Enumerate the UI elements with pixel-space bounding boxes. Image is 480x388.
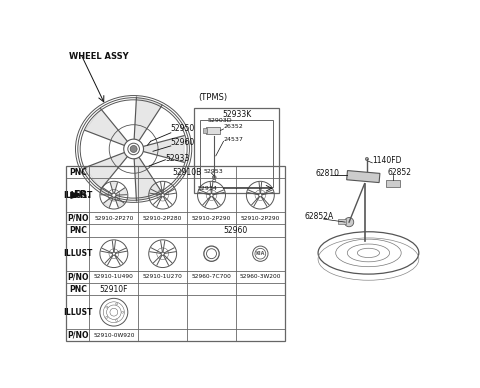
Text: 52910-1U270: 52910-1U270 xyxy=(143,274,182,279)
Bar xyxy=(347,171,380,183)
Text: PNC: PNC xyxy=(69,226,87,235)
Text: 52953: 52953 xyxy=(204,169,223,174)
Text: FR.: FR. xyxy=(73,190,91,200)
Bar xyxy=(203,128,207,133)
Polygon shape xyxy=(115,197,124,207)
Text: 52933K: 52933K xyxy=(222,111,252,120)
Polygon shape xyxy=(101,188,112,195)
Circle shape xyxy=(116,320,118,322)
Circle shape xyxy=(161,194,164,197)
Text: (TPMS): (TPMS) xyxy=(198,93,227,102)
Polygon shape xyxy=(85,153,127,189)
Polygon shape xyxy=(134,97,162,140)
Polygon shape xyxy=(110,183,118,193)
Circle shape xyxy=(121,311,124,313)
Text: P/NO: P/NO xyxy=(67,331,89,340)
Circle shape xyxy=(116,303,118,305)
Text: 26352: 26352 xyxy=(224,124,243,129)
Text: 52933: 52933 xyxy=(166,154,190,163)
Circle shape xyxy=(112,193,116,197)
Text: 52910-1U490: 52910-1U490 xyxy=(94,274,134,279)
Polygon shape xyxy=(85,109,127,145)
Circle shape xyxy=(106,316,108,318)
Circle shape xyxy=(130,146,137,152)
Text: 1140FD: 1140FD xyxy=(372,156,402,165)
Polygon shape xyxy=(134,158,162,201)
Text: KIA: KIA xyxy=(256,251,265,256)
Polygon shape xyxy=(104,197,113,207)
Text: 52910F: 52910F xyxy=(100,285,128,294)
Circle shape xyxy=(106,306,108,308)
Text: 52910-2P290: 52910-2P290 xyxy=(192,216,231,221)
Text: PNC: PNC xyxy=(69,285,87,294)
Polygon shape xyxy=(144,136,184,162)
Bar xyxy=(206,126,220,134)
Circle shape xyxy=(365,158,369,161)
Bar xyxy=(194,108,279,193)
Text: WHEEL ASSY: WHEEL ASSY xyxy=(69,52,129,61)
Circle shape xyxy=(161,252,164,255)
Text: 52910-2P270: 52910-2P270 xyxy=(94,216,133,221)
Circle shape xyxy=(112,252,116,255)
Text: 52910-2P290: 52910-2P290 xyxy=(240,216,280,221)
Text: 52903D: 52903D xyxy=(207,118,232,123)
Bar xyxy=(66,166,285,341)
Text: 24537: 24537 xyxy=(224,137,243,142)
Text: 62852A: 62852A xyxy=(305,212,334,221)
Text: 52910-2P280: 52910-2P280 xyxy=(143,216,182,221)
Text: ILLUST: ILLUST xyxy=(63,308,93,317)
Text: 52910B: 52910B xyxy=(172,168,202,177)
Text: 62810: 62810 xyxy=(316,169,340,178)
Polygon shape xyxy=(116,188,127,195)
Text: P/NO: P/NO xyxy=(67,272,89,281)
Circle shape xyxy=(210,194,213,197)
Text: 62852: 62852 xyxy=(388,168,412,177)
Text: 52960-3W200: 52960-3W200 xyxy=(240,274,281,279)
Bar xyxy=(386,180,400,187)
Circle shape xyxy=(345,218,354,227)
Text: PNC: PNC xyxy=(69,168,87,177)
Bar xyxy=(338,219,346,224)
Text: P/NO: P/NO xyxy=(67,214,89,223)
Polygon shape xyxy=(71,192,80,198)
Circle shape xyxy=(128,143,139,155)
Circle shape xyxy=(212,175,216,179)
Text: 52934: 52934 xyxy=(197,186,217,191)
Text: 52910-0W920: 52910-0W920 xyxy=(93,333,134,338)
Text: ILLUST: ILLUST xyxy=(63,191,93,200)
Text: 52960: 52960 xyxy=(171,138,195,147)
Text: 52960-7C700: 52960-7C700 xyxy=(192,274,231,279)
Text: 52960: 52960 xyxy=(224,226,248,235)
Circle shape xyxy=(124,139,144,159)
Text: 52950: 52950 xyxy=(171,124,195,133)
Circle shape xyxy=(259,194,262,197)
Bar xyxy=(200,121,273,187)
Text: ILLUST: ILLUST xyxy=(63,249,93,258)
